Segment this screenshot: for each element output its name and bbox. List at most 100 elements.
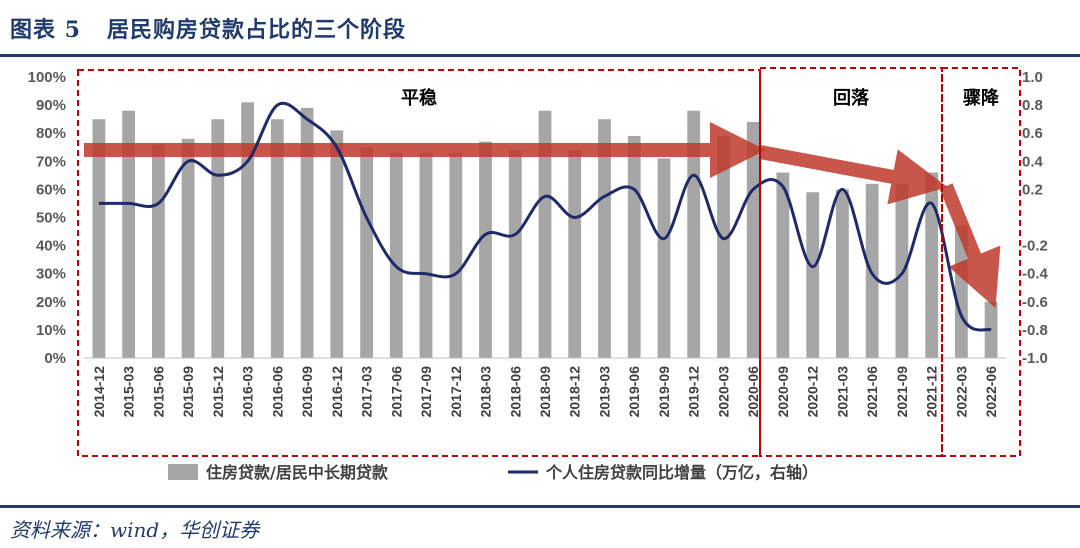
phase-box: [759, 67, 943, 457]
x-tick-label: 2018-03: [478, 366, 494, 418]
bar: [360, 147, 373, 359]
y-tick-label-left: 80%: [36, 125, 66, 142]
y-tick-label-right: 0.2: [1022, 181, 1043, 198]
y-tick-label-left: 20%: [36, 294, 66, 311]
x-tick-label: 2017-03: [359, 366, 375, 418]
phase-label: 平稳: [401, 87, 437, 109]
bar: [568, 150, 582, 358]
y-tick-label-left: 40%: [36, 238, 66, 255]
bar: [330, 130, 344, 358]
legend-bar-label: 住房贷款/居民中长期贷款: [206, 463, 389, 482]
x-tick-label: 2014-12: [91, 366, 107, 418]
x-tick-label: 2015-12: [210, 366, 226, 418]
x-tick-label: 2020-03: [716, 366, 732, 418]
y-tick-label-left: 10%: [36, 322, 66, 339]
bar: [776, 172, 790, 358]
legend-line-label: 个人住房贷款同比增量（万亿，右轴）: [545, 463, 818, 482]
y-tick-label-left: 60%: [36, 181, 66, 198]
bar: [152, 144, 165, 358]
y-tick-label-right: -0.8: [1022, 322, 1048, 339]
bar: [836, 189, 849, 358]
phase-label: 回落: [833, 88, 870, 109]
bar: [181, 138, 195, 358]
trend-arrow-decline: [758, 145, 948, 205]
line-series: [98, 101, 992, 332]
phase-box: [941, 67, 1021, 457]
y-axis-left: 0% 10% 20% 30% 40% 50% 60% 70% 80% 90% 100%: [28, 69, 66, 367]
y-tick-label-left: 70%: [36, 153, 66, 170]
x-tick-label: 2018-06: [507, 366, 523, 418]
figure-title-text: 居民购房贷款占比的三个阶段: [106, 17, 406, 43]
x-tick-label: 2020-06: [745, 366, 761, 418]
bar: [895, 183, 909, 358]
bar: [479, 141, 492, 358]
y-tick-label-right: -0.6: [1022, 294, 1048, 311]
x-tick-label: 2017-12: [448, 366, 464, 418]
chart: 0% 10% 20% 30% 40% 50% 60% 70% 80% 90% 100% -1.0 -0…: [28, 67, 1049, 482]
legend: 住房贷款/居民中长期贷款 个人住房贷款同比增量（万亿，右轴）: [168, 463, 818, 482]
x-tick-label: 2017-09: [418, 366, 434, 418]
figure-label: 图表 5: [10, 17, 81, 43]
x-tick-label: 2020-09: [775, 366, 791, 418]
bar: [538, 110, 552, 358]
line-path: [98, 101, 992, 332]
bar: [241, 102, 254, 358]
source-note: 资料来源：wind，华创证券: [10, 518, 260, 542]
y-tick-label-left: 100%: [28, 69, 66, 86]
x-tick-label: 2016-12: [329, 366, 345, 418]
bar: [122, 110, 135, 358]
x-tick-label: 2021-09: [894, 366, 910, 418]
x-tick-label: 2021-06: [864, 366, 880, 418]
x-tick-label: 2019-06: [626, 366, 642, 418]
x-tick-label: 2018-12: [567, 366, 583, 418]
legend-bar-swatch: [168, 464, 198, 480]
bar: [300, 107, 314, 359]
x-tick-label: 2022-06: [983, 366, 999, 418]
figure-title: 图表 5 居民购房贷款占比的三个阶段: [10, 12, 406, 44]
y-tick-label-left: 0%: [44, 350, 66, 367]
y-tick-label-right: 1.0: [1022, 69, 1043, 86]
y-tick-label-right: -1.0: [1022, 350, 1048, 367]
x-tick-label: 2021-03: [834, 366, 850, 418]
bar-series: [92, 102, 998, 359]
y-tick-label-left: 50%: [36, 210, 66, 227]
y-tick-label-right: -0.2: [1022, 238, 1048, 255]
x-tick-label: 2016-03: [240, 366, 256, 418]
y-tick-label-right: 0.4: [1022, 153, 1044, 170]
x-axis: 2014-12 2015-03 2015-06 2015-09 2015-12 2016-…: [84, 357, 1006, 418]
bar: [746, 122, 760, 358]
x-tick-label: 2020-12: [805, 366, 821, 418]
y-tick-label-left: 90%: [36, 97, 66, 114]
bar: [687, 110, 701, 358]
bar: [717, 136, 730, 358]
x-tick-label: 2019-12: [686, 366, 702, 418]
source-rule: [0, 505, 1080, 508]
x-tick-label: 2022-03: [953, 366, 969, 418]
bar: [508, 150, 522, 358]
phase-boxes: 平稳 回落 骤降: [77, 67, 1021, 457]
x-tick-label: 2016-09: [299, 366, 315, 418]
bar: [657, 158, 671, 358]
trend-arrows: [84, 122, 1001, 308]
title-rule: [0, 54, 1080, 57]
bar: [419, 152, 433, 358]
y-tick-label-right: -0.4: [1022, 266, 1049, 283]
x-tick-label: 2017-06: [388, 366, 404, 418]
trend-arrow-drop: [939, 183, 1001, 308]
x-tick-label: 2015-03: [121, 366, 137, 418]
x-tick-label: 2019-03: [597, 366, 613, 418]
phase-label: 骤降: [963, 87, 1000, 109]
y-tick-label-left: 30%: [36, 266, 66, 283]
bar: [627, 136, 641, 358]
bar: [925, 172, 939, 358]
bar: [270, 119, 284, 358]
x-tick-label: 2016-06: [269, 366, 285, 418]
y-tick-label-right: 0.6: [1022, 125, 1043, 142]
bar: [211, 119, 225, 358]
y-tick-label-right: 0.8: [1022, 97, 1043, 114]
y-axis-right: -1.0 -0.8 -0.6 -0.4 -0.2 0.2 0.4 0.6 0.8 1.0: [1022, 69, 1049, 367]
bar: [92, 119, 106, 358]
bar: [806, 192, 820, 358]
bar: [389, 152, 403, 358]
x-tick-label: 2019-09: [656, 366, 672, 418]
